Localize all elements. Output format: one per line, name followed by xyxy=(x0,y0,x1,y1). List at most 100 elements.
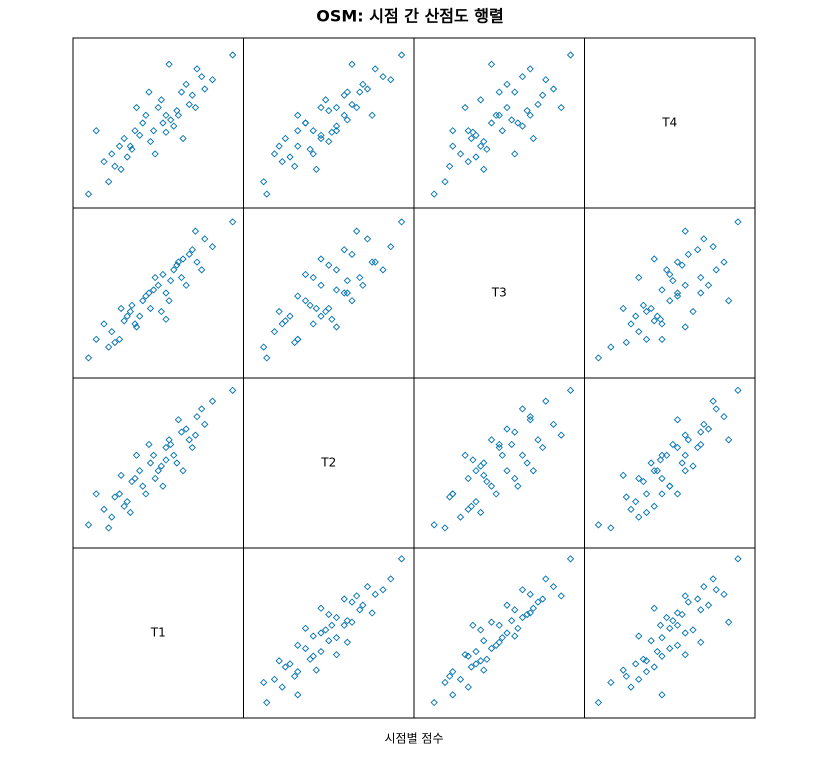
point xyxy=(635,273,643,282)
point xyxy=(198,72,206,81)
point xyxy=(387,242,395,251)
point xyxy=(363,235,372,243)
point xyxy=(622,493,630,501)
point xyxy=(132,451,141,459)
point xyxy=(666,482,674,490)
point xyxy=(149,127,158,135)
point xyxy=(343,276,351,285)
point xyxy=(666,482,674,490)
point xyxy=(483,145,491,153)
point xyxy=(663,613,671,622)
point xyxy=(639,477,648,486)
point xyxy=(503,425,511,433)
point xyxy=(201,235,209,243)
point xyxy=(317,647,325,656)
point xyxy=(503,601,511,609)
point xyxy=(518,405,527,413)
point xyxy=(534,100,542,109)
point xyxy=(182,281,190,289)
point xyxy=(325,106,333,115)
point xyxy=(167,116,175,124)
point xyxy=(483,655,491,663)
point xyxy=(487,644,496,653)
point xyxy=(464,474,472,483)
point xyxy=(656,456,665,464)
point xyxy=(709,397,717,405)
point xyxy=(627,683,635,691)
point xyxy=(84,521,93,529)
point xyxy=(684,598,692,606)
point xyxy=(301,119,310,127)
point xyxy=(529,604,537,612)
point xyxy=(317,131,325,140)
point xyxy=(263,354,271,362)
point xyxy=(340,91,348,99)
point xyxy=(658,652,666,660)
point xyxy=(115,490,124,498)
point xyxy=(309,127,317,135)
point xyxy=(534,436,542,444)
point xyxy=(594,354,603,362)
point xyxy=(371,258,379,266)
panel xyxy=(413,547,585,719)
point xyxy=(108,513,116,521)
point xyxy=(697,428,705,436)
point xyxy=(480,471,488,480)
point xyxy=(449,691,457,699)
point xyxy=(694,595,702,603)
point xyxy=(193,258,201,266)
point xyxy=(542,76,550,84)
point xyxy=(306,145,314,153)
point xyxy=(720,590,728,599)
variable-name: T3 xyxy=(491,286,507,300)
point xyxy=(120,134,128,143)
point xyxy=(673,289,682,297)
point xyxy=(526,111,534,119)
point xyxy=(678,261,686,269)
point xyxy=(353,227,361,235)
point xyxy=(167,276,175,285)
point xyxy=(446,672,454,680)
point xyxy=(294,641,302,650)
point xyxy=(632,660,640,668)
point xyxy=(430,698,438,707)
point xyxy=(619,304,627,313)
point xyxy=(188,443,196,452)
point xyxy=(712,266,720,274)
point xyxy=(526,590,534,599)
point xyxy=(495,88,503,96)
point xyxy=(566,555,575,563)
point xyxy=(340,246,348,254)
point xyxy=(642,657,651,665)
point xyxy=(467,663,475,671)
point xyxy=(487,119,496,127)
point xyxy=(697,289,705,297)
point xyxy=(162,443,170,452)
point xyxy=(84,190,93,198)
point xyxy=(294,335,302,344)
point xyxy=(309,320,317,328)
point xyxy=(469,621,477,629)
point xyxy=(260,343,268,351)
point xyxy=(549,420,558,429)
point xyxy=(495,111,503,119)
point xyxy=(709,242,717,251)
panel xyxy=(584,207,756,379)
point xyxy=(275,142,283,150)
point xyxy=(149,286,158,294)
point xyxy=(328,621,336,629)
point xyxy=(495,621,503,629)
point xyxy=(185,100,193,109)
point xyxy=(301,644,310,653)
point xyxy=(126,142,134,150)
point xyxy=(131,320,139,328)
point xyxy=(332,323,341,331)
point xyxy=(132,103,141,112)
point xyxy=(542,575,550,583)
point xyxy=(658,474,666,483)
point xyxy=(480,137,488,146)
point xyxy=(635,675,643,684)
point xyxy=(461,650,469,659)
point xyxy=(720,258,728,266)
point xyxy=(294,292,302,300)
